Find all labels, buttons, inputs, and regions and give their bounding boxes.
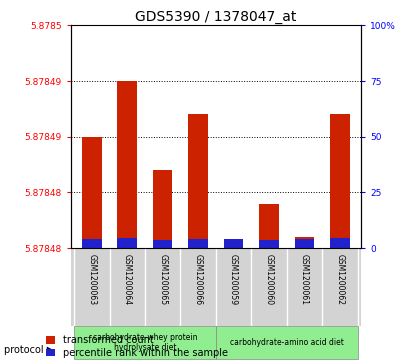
- Text: GSM1200064: GSM1200064: [123, 254, 132, 305]
- Bar: [153, 240, 172, 248]
- Text: carbohydrate-whey protein
hydrolysate diet: carbohydrate-whey protein hydrolysate di…: [93, 333, 197, 352]
- Bar: [259, 240, 279, 248]
- Text: protocol ▶: protocol ▶: [4, 345, 54, 355]
- Bar: [117, 238, 137, 248]
- Bar: [188, 239, 208, 248]
- Bar: [216, 326, 357, 359]
- Text: GSM1200059: GSM1200059: [229, 254, 238, 305]
- Bar: [117, 81, 137, 248]
- Text: GSM1200062: GSM1200062: [335, 254, 344, 305]
- Bar: [330, 114, 349, 248]
- Legend: transformed count, percentile rank within the sample: transformed count, percentile rank withi…: [46, 335, 228, 358]
- Text: carbohydrate-amino acid diet: carbohydrate-amino acid diet: [230, 338, 344, 347]
- Title: GDS5390 / 1378047_at: GDS5390 / 1378047_at: [135, 11, 296, 24]
- Text: GSM1200065: GSM1200065: [158, 254, 167, 305]
- Bar: [153, 170, 172, 248]
- Bar: [82, 137, 102, 248]
- Bar: [224, 239, 243, 248]
- Bar: [74, 326, 216, 359]
- Bar: [295, 239, 314, 248]
- Text: GSM1200060: GSM1200060: [264, 254, 273, 305]
- Text: GSM1200061: GSM1200061: [300, 254, 309, 305]
- Text: GSM1200063: GSM1200063: [87, 254, 96, 305]
- Text: GSM1200066: GSM1200066: [193, 254, 203, 305]
- Bar: [82, 239, 102, 248]
- Bar: [295, 237, 314, 248]
- Bar: [330, 238, 349, 248]
- Bar: [259, 204, 279, 248]
- Bar: [188, 114, 208, 248]
